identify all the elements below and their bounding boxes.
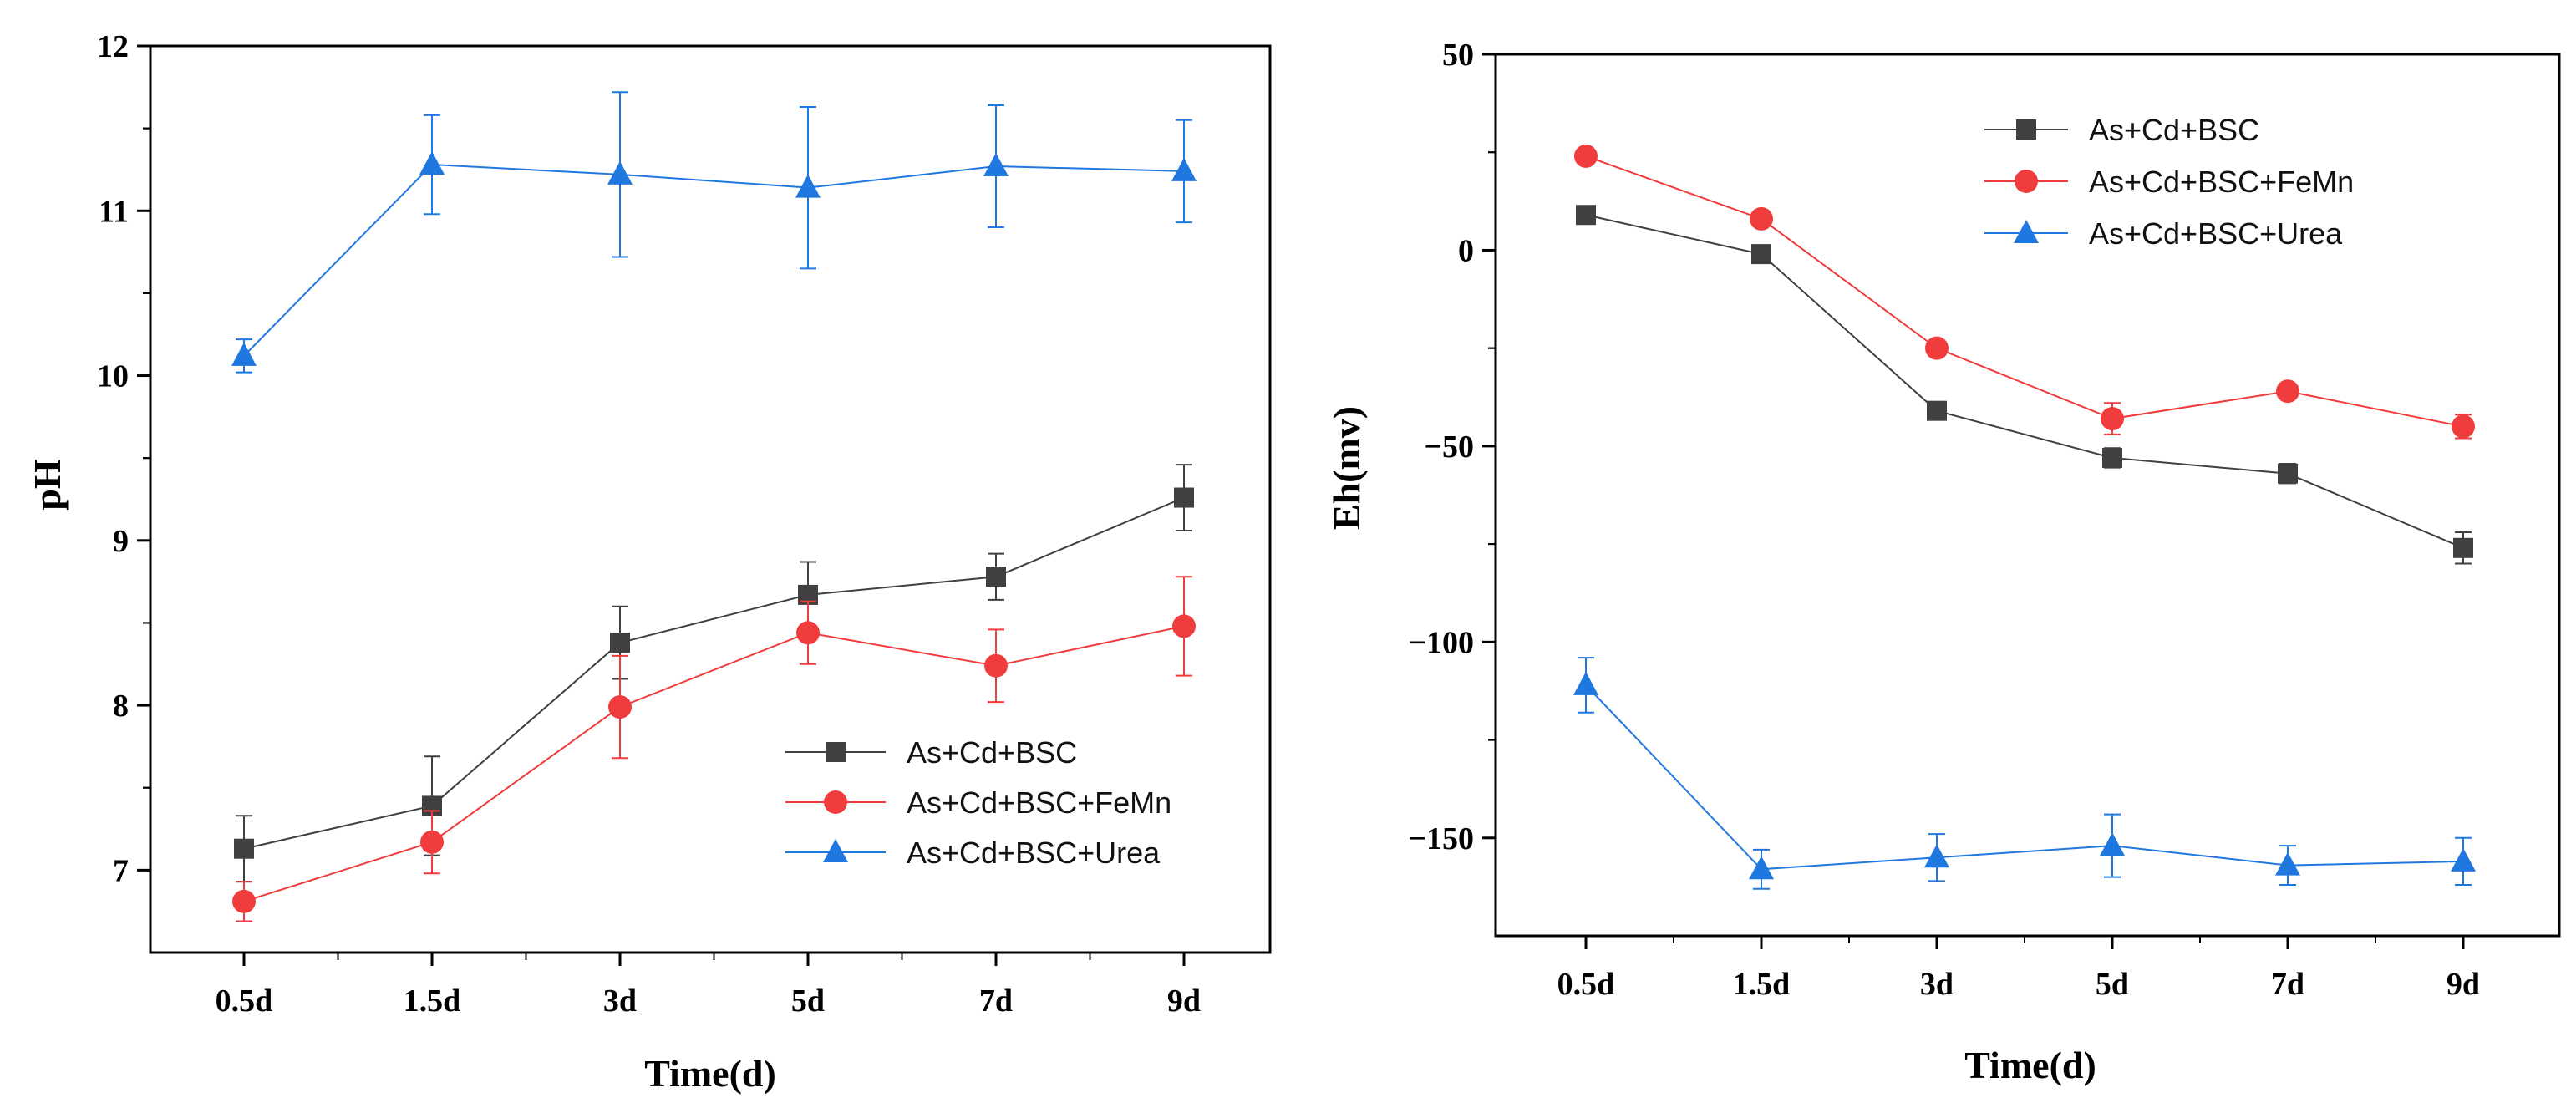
ph-legend-item: As+Cd+BSC+Urea: [785, 836, 1161, 870]
eh-y-tick-label: 0: [1458, 233, 1474, 268]
eh-data-point: [2101, 407, 2124, 431]
ph-data-point: [420, 830, 444, 854]
ph-series-1: [232, 576, 1196, 922]
ph-legend-label: As+Cd+BSC: [907, 735, 1077, 770]
ph-data-point: [608, 695, 632, 719]
eh-data-point: [2100, 832, 2125, 856]
ph-plot-frame: [149, 44, 1272, 954]
eh-y-tick-label: −100: [1408, 625, 1474, 660]
ph-data-point: [983, 153, 1009, 177]
eh-data-point: [1749, 856, 1774, 880]
ph-y-tick-label: 11: [99, 194, 129, 229]
eh-legend-marker: [2014, 220, 2039, 243]
eh-data-point: [1924, 844, 1949, 868]
eh-series-line: [1585, 155, 2464, 428]
eh-data-point: [1574, 144, 1598, 168]
eh-chart: Time(d) Eh(mv) −150 −100 −50 0 50 0.5d 1.5d 3d 5…: [1325, 38, 2561, 1086]
ph-data-point: [1172, 614, 1196, 638]
eh-legend-item: As+Cd+BSC+Urea: [1984, 216, 2343, 251]
ph-x-tick-label: 0.5d: [216, 983, 273, 1019]
ph-data-point: [986, 567, 1006, 587]
eh-y-tick-label: −50: [1424, 429, 1474, 465]
eh-data-point: [1925, 336, 1949, 360]
eh-x-tick-label: 5d: [2096, 967, 2129, 1002]
eh-series-line: [1585, 684, 2464, 871]
eh-x-tick-label: 0.5d: [1557, 967, 1615, 1002]
ph-y-tick-label: 9: [113, 524, 129, 559]
ph-legend-marker: [826, 742, 846, 762]
ph-chart: Time(d) pH 7 8 9 10 11 12 0.5d 1.5d 3d 5d 7d 9d As+C…: [26, 29, 1272, 1095]
ph-chart-x-axis-title: Time(d): [644, 1052, 776, 1095]
ph-chart-y-axis-title: pH: [26, 459, 69, 511]
eh-data-point: [1576, 205, 1596, 226]
ph-x-tick-label: 7d: [979, 983, 1013, 1019]
ph-series-line: [243, 164, 1185, 357]
ph-legend-label: As+Cd+BSC+FeMn: [907, 785, 1171, 820]
ph-y-tick-label: 7: [113, 853, 129, 888]
ph-x-tick-label: 9d: [1167, 983, 1201, 1019]
eh-data-point: [1751, 244, 1771, 265]
eh-data-point: [1750, 206, 1773, 231]
eh-series-0: [1576, 205, 2473, 565]
ph-legend-label: As+Cd+BSC+Urea: [907, 836, 1161, 870]
ph-x-tick-label: 5d: [791, 983, 825, 1019]
eh-data-point: [1927, 400, 1947, 421]
eh-legend-item: As+Cd+BSC: [1984, 113, 2259, 147]
ph-series-0: [234, 464, 1194, 883]
ph-series-line: [243, 496, 1185, 850]
eh-legend-label: As+Cd+BSC+FeMn: [2089, 165, 2354, 199]
ph-legend-marker: [823, 839, 848, 862]
ph-data-point: [610, 633, 630, 653]
ph-data-point: [232, 889, 256, 913]
eh-legend-marker: [2016, 119, 2036, 140]
ph-y-tick-label: 8: [113, 689, 129, 724]
ph-data-point: [419, 151, 445, 175]
eh-legend-label: As+Cd+BSC+Urea: [2089, 216, 2343, 251]
ph-data-point: [1174, 487, 1194, 508]
eh-data-point: [2102, 447, 2122, 468]
eh-chart-y-axis-title: Eh(mv): [1325, 406, 1368, 530]
eh-x-tick-label: 3d: [1920, 967, 1954, 1002]
eh-data-point: [1573, 671, 1598, 695]
ph-legend-item: As+Cd+BSC+FeMn: [785, 785, 1171, 820]
ph-data-point: [795, 174, 821, 198]
eh-plot-frame: [1494, 53, 2561, 938]
ph-series-2: [231, 91, 1197, 374]
ph-legend: As+Cd+BSC As+Cd+BSC+FeMn As+Cd+BSC+Urea: [785, 735, 1171, 870]
ph-data-point: [231, 342, 257, 366]
eh-series-line: [1585, 214, 2464, 549]
eh-legend-label: As+Cd+BSC: [2089, 113, 2259, 147]
ph-data-point: [796, 621, 820, 645]
eh-data-point: [2451, 847, 2476, 872]
eh-chart-x-axis-title: Time(d): [1964, 1044, 2096, 1086]
eh-y-tick-label: 50: [1442, 38, 1474, 73]
ph-data-point: [984, 653, 1008, 678]
ph-legend-item: As+Cd+BSC: [785, 735, 1077, 770]
eh-legend-item: As+Cd+BSC+FeMn: [1984, 165, 2354, 199]
eh-data-point: [2453, 537, 2473, 558]
ph-data-point: [607, 160, 633, 185]
ph-data-point: [1171, 157, 1197, 181]
ph-x-tick-label: 1.5d: [404, 983, 461, 1019]
ph-x-tick-label: 3d: [603, 983, 637, 1019]
ph-y-tick-label: 10: [97, 359, 129, 394]
eh-series-2: [1573, 657, 2476, 890]
ph-y-tick-label: 12: [97, 29, 129, 64]
eh-x-tick-label: 1.5d: [1733, 967, 1791, 1002]
eh-x-tick-label: 7d: [2271, 967, 2304, 1002]
ph-legend-marker: [824, 790, 847, 814]
eh-data-point: [2278, 463, 2298, 484]
eh-data-point: [2452, 414, 2475, 439]
eh-legend: As+Cd+BSC As+Cd+BSC+FeMn As+Cd+BSC+Urea: [1984, 113, 2354, 251]
eh-series-1: [1574, 144, 2475, 440]
ph-series-line: [243, 625, 1185, 902]
eh-x-tick-label: 9d: [2446, 967, 2480, 1002]
eh-data-point: [2276, 379, 2299, 404]
ph-data-point: [234, 838, 254, 859]
eh-y-tick-label: −150: [1408, 821, 1474, 856]
eh-legend-marker: [2015, 170, 2038, 193]
eh-data-point: [2275, 851, 2300, 876]
